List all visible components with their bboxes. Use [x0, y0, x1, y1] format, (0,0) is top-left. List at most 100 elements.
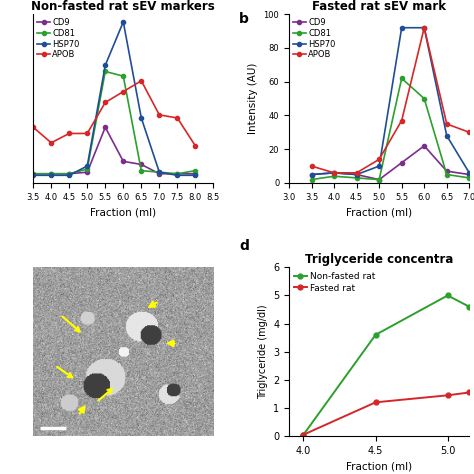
- CD81: [309, 177, 314, 182]
- Non-fasted rat: [466, 304, 472, 310]
- HSP70: [192, 173, 198, 178]
- APOB: [174, 115, 180, 121]
- Y-axis label: Intensity (AU): Intensity (AU): [248, 63, 258, 134]
- Non-fasted rat: [301, 432, 306, 438]
- CD9: [138, 162, 144, 167]
- CD81: [120, 73, 126, 79]
- CD9: [30, 171, 36, 177]
- Line: APOB: APOB: [310, 26, 471, 175]
- CD9: [66, 171, 72, 177]
- Legend: CD9, CD81, HSP70, APOB: CD9, CD81, HSP70, APOB: [37, 18, 80, 59]
- CD81: [354, 175, 359, 181]
- HSP70: [48, 173, 54, 178]
- CD9: [444, 168, 449, 174]
- HSP70: [174, 173, 180, 178]
- APOB: [48, 140, 54, 146]
- CD9: [120, 158, 126, 164]
- HSP70: [138, 115, 144, 121]
- APOB: [192, 143, 198, 149]
- CD9: [102, 124, 108, 130]
- APOB: [421, 25, 427, 30]
- CD81: [156, 169, 162, 175]
- APOB: [138, 78, 144, 83]
- Text: d: d: [239, 239, 249, 254]
- Line: CD81: CD81: [31, 69, 198, 176]
- CD81: [30, 171, 36, 177]
- Line: CD81: CD81: [310, 76, 471, 182]
- CD81: [138, 168, 144, 173]
- CD9: [399, 160, 404, 165]
- Title: Non-fasted rat sEV markers: Non-fasted rat sEV markers: [31, 0, 215, 13]
- APOB: [444, 121, 449, 127]
- HSP70: [466, 170, 472, 176]
- X-axis label: Fraction (ml): Fraction (ml): [346, 461, 412, 471]
- CD9: [48, 171, 54, 177]
- CD81: [102, 69, 108, 74]
- Line: CD9: CD9: [31, 125, 198, 176]
- CD9: [421, 143, 427, 149]
- HSP70: [156, 169, 162, 175]
- Line: Fasted rat: Fasted rat: [301, 390, 472, 437]
- HSP70: [354, 172, 359, 177]
- Non-fasted rat: [445, 292, 450, 298]
- Fasted rat: [445, 392, 450, 398]
- CD9: [156, 171, 162, 177]
- APOB: [466, 129, 472, 135]
- HSP70: [399, 25, 404, 30]
- X-axis label: Fraction (ml): Fraction (ml): [90, 207, 156, 217]
- APOB: [102, 100, 108, 105]
- CD81: [466, 175, 472, 181]
- CD81: [444, 172, 449, 177]
- Non-fasted rat: [373, 332, 378, 337]
- CD81: [399, 75, 404, 81]
- CD9: [331, 170, 337, 176]
- CD9: [192, 171, 198, 177]
- APOB: [354, 170, 359, 176]
- CD81: [66, 171, 72, 177]
- HSP70: [376, 163, 382, 169]
- CD9: [309, 172, 314, 177]
- HSP70: [309, 172, 314, 177]
- CD81: [84, 166, 90, 172]
- CD81: [192, 168, 198, 173]
- CD9: [174, 171, 180, 177]
- Title: Triglyceride concentra: Triglyceride concentra: [305, 253, 453, 266]
- CD81: [376, 177, 382, 182]
- Line: CD9: CD9: [310, 144, 471, 182]
- APOB: [376, 156, 382, 162]
- APOB: [156, 112, 162, 118]
- HSP70: [84, 163, 90, 169]
- Y-axis label: Triglyceride (mg/dl): Triglyceride (mg/dl): [257, 304, 267, 399]
- APOB: [66, 131, 72, 137]
- Title: Fasted rat sEV mark: Fasted rat sEV mark: [312, 0, 446, 13]
- Fasted rat: [301, 432, 306, 438]
- CD9: [84, 169, 90, 175]
- X-axis label: Fraction (ml): Fraction (ml): [346, 207, 412, 217]
- HSP70: [66, 173, 72, 178]
- Fasted rat: [466, 390, 472, 395]
- Line: HSP70: HSP70: [31, 20, 198, 177]
- HSP70: [30, 173, 36, 178]
- APOB: [120, 89, 126, 94]
- HSP70: [331, 170, 337, 176]
- HSP70: [421, 25, 427, 30]
- APOB: [30, 124, 36, 130]
- HSP70: [444, 133, 449, 138]
- APOB: [331, 170, 337, 176]
- APOB: [399, 118, 404, 123]
- Line: HSP70: HSP70: [310, 26, 471, 177]
- CD81: [48, 171, 54, 177]
- CD81: [174, 171, 180, 177]
- Legend: Non-fasted rat, Fasted rat: Non-fasted rat, Fasted rat: [293, 272, 375, 292]
- CD81: [331, 173, 337, 179]
- HSP70: [120, 19, 126, 25]
- CD9: [376, 177, 382, 182]
- Line: APOB: APOB: [31, 79, 198, 148]
- APOB: [84, 131, 90, 137]
- Fasted rat: [373, 400, 378, 405]
- Line: Non-fasted rat: Non-fasted rat: [301, 293, 472, 437]
- Text: b: b: [239, 12, 249, 26]
- CD9: [354, 172, 359, 177]
- Legend: CD9, CD81, HSP70, APOB: CD9, CD81, HSP70, APOB: [293, 18, 336, 59]
- APOB: [309, 163, 314, 169]
